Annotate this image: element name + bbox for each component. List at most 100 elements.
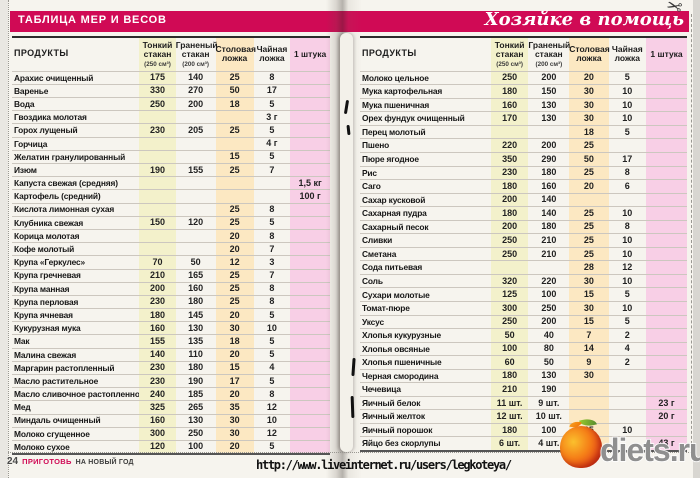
value-cell-tsp: 5 [624, 72, 630, 83]
table-row: Чечевица 210 190 [360, 382, 687, 397]
value-cell-tbsp [569, 193, 609, 207]
column-sublabel: (200 см³) [535, 60, 563, 68]
product-name-cell: Мед [14, 402, 31, 413]
value-cell-thin [139, 176, 176, 190]
product-name-cell: Сливки [362, 235, 393, 246]
value-cell-piece [290, 203, 330, 217]
value-cell-thin: 175 [139, 71, 176, 85]
product-name-cell: Вода [14, 98, 35, 109]
value-cell-faceted: 200 [541, 72, 557, 83]
value-cell-tsp: 5 [624, 316, 630, 327]
value-cell-thin: 250 [490, 315, 529, 329]
right-page-title: Хозяйке в помощь [484, 9, 684, 30]
value-cell-faceted: 50 [190, 256, 201, 267]
value-cell-thin: 160 [139, 414, 176, 428]
value-cell-tbsp: 28 [569, 260, 609, 275]
value-cell-tbsp: 25 [215, 123, 254, 138]
value-cell-faceted: 180 [188, 362, 204, 373]
value-cell-thin: 180 [139, 308, 176, 322]
value-cell-faceted [176, 229, 216, 242]
value-cell-tbsp: 25 [569, 247, 609, 261]
value-cell-piece [646, 98, 687, 112]
table-row: Саго 180 160 20 6 [360, 179, 687, 194]
value-cell-faceted: 180 [541, 221, 557, 232]
column-header-product: ПРОДУКТЫ [12, 37, 139, 71]
value-cell-tbsp: 17 [215, 374, 254, 388]
value-cell-thin: 200 [490, 193, 529, 207]
value-cell-tsp: 8 [269, 72, 275, 83]
value-cell-thin: 120 [139, 440, 176, 454]
value-cell-piece [646, 247, 687, 261]
value-cell-tsp [609, 369, 647, 383]
column-sublabel: (250 см³) [144, 60, 171, 68]
value-cell-tsp: 17 [266, 85, 277, 96]
value-cell-faceted: 130 [188, 322, 204, 333]
value-cell-tsp: 6 [624, 180, 630, 191]
value-cell-thin: 250 [490, 71, 529, 85]
value-cell-tbsp: 20 [215, 242, 254, 256]
value-cell-thin: 330 [139, 84, 176, 98]
column-label: ПРОДУКТЫ [362, 48, 417, 59]
value-cell-piece [290, 229, 330, 243]
value-cell-tsp: 5 [269, 441, 275, 452]
value-cell-piece [290, 295, 330, 309]
value-cell-thin: 70 [139, 255, 176, 269]
value-cell-thin: 170 [490, 111, 529, 126]
page-number: 24 [7, 456, 19, 467]
column-header-product: ПРОДУКТЫ [360, 37, 491, 71]
value-cell-tbsp: 30 [215, 414, 254, 428]
product-name-cell: Арахис очищенный [14, 72, 94, 83]
product-name-cell: Картофель (средний) [14, 191, 101, 202]
header-row: ПРОДУКТЫ Тонкий стакан (250 см³) Граненый с… [360, 37, 687, 72]
value-cell-tbsp [215, 176, 254, 190]
product-name-cell: Изюм [14, 164, 37, 175]
value-cell-tbsp: 25 [569, 233, 609, 248]
value-cell-tsp: 3 г [266, 111, 278, 122]
table-row: Черная смородина 180 130 30 [360, 369, 687, 383]
table-row: Сметана 250 210 25 10 [360, 247, 687, 261]
value-cell-piece [646, 301, 687, 316]
value-cell-tsp: 5 [269, 98, 275, 109]
value-cell-piece [290, 374, 330, 388]
table-row: Крупа перловая 230 180 25 8 [12, 295, 330, 309]
column-label: 1 штука [293, 48, 327, 59]
value-cell-faceted [176, 177, 216, 190]
value-cell-tbsp: 25 [215, 203, 254, 217]
value-cell-tsp: 10 [622, 424, 633, 435]
value-cell-tsp: 2 [624, 356, 630, 367]
value-cell-thin: 240 [139, 387, 176, 401]
value-cell-piece [646, 355, 687, 370]
value-cell-piece [290, 150, 330, 164]
product-name-cell: Хлопья овсяные [362, 343, 430, 354]
value-cell-faceted: 205 [188, 125, 204, 136]
page-footer: 24 ПРИГОТОВЬ НА НОВЫЙ ГОД [7, 456, 134, 467]
value-cell-tbsp: 50 [215, 84, 254, 98]
value-cell-piece [290, 97, 330, 111]
value-cell-faceted: 110 [188, 349, 203, 360]
right-table-header: ПРОДУКТЫ Тонкий стакан (250 см³) Граненый с… [360, 37, 687, 72]
product-name-cell: Малина свежая [14, 349, 77, 360]
value-cell-tsp: 7 [269, 243, 275, 254]
column-label: Чайная ложка [256, 44, 288, 64]
value-cell-tbsp: 25 [569, 206, 609, 221]
value-cell-thin: 320 [490, 274, 529, 288]
value-cell-tbsp: 12 [215, 255, 254, 269]
value-cell-tbsp: 50 [569, 152, 609, 167]
product-name-cell: Сахар кусковой [362, 194, 426, 205]
value-cell-tsp: 8 [624, 167, 630, 178]
value-cell-piece [646, 315, 687, 329]
product-name-cell: Соль [362, 275, 383, 286]
value-cell-piece [646, 84, 687, 99]
value-cell-thin: 300 [139, 427, 176, 441]
table-row: Сливки 250 210 25 10 [360, 233, 687, 248]
value-cell-piece [290, 321, 330, 335]
table-row: Картофель (средний) 100 г [12, 189, 330, 204]
product-name-cell: Молоко цельное [362, 72, 429, 83]
value-cell-thin: 250 [490, 247, 529, 261]
value-cell-piece [646, 328, 687, 343]
value-cell-piece [290, 308, 330, 322]
value-cell-tbsp: 30 [569, 369, 609, 383]
value-cell-thin: 210 [490, 382, 529, 397]
value-cell-piece [290, 84, 330, 98]
